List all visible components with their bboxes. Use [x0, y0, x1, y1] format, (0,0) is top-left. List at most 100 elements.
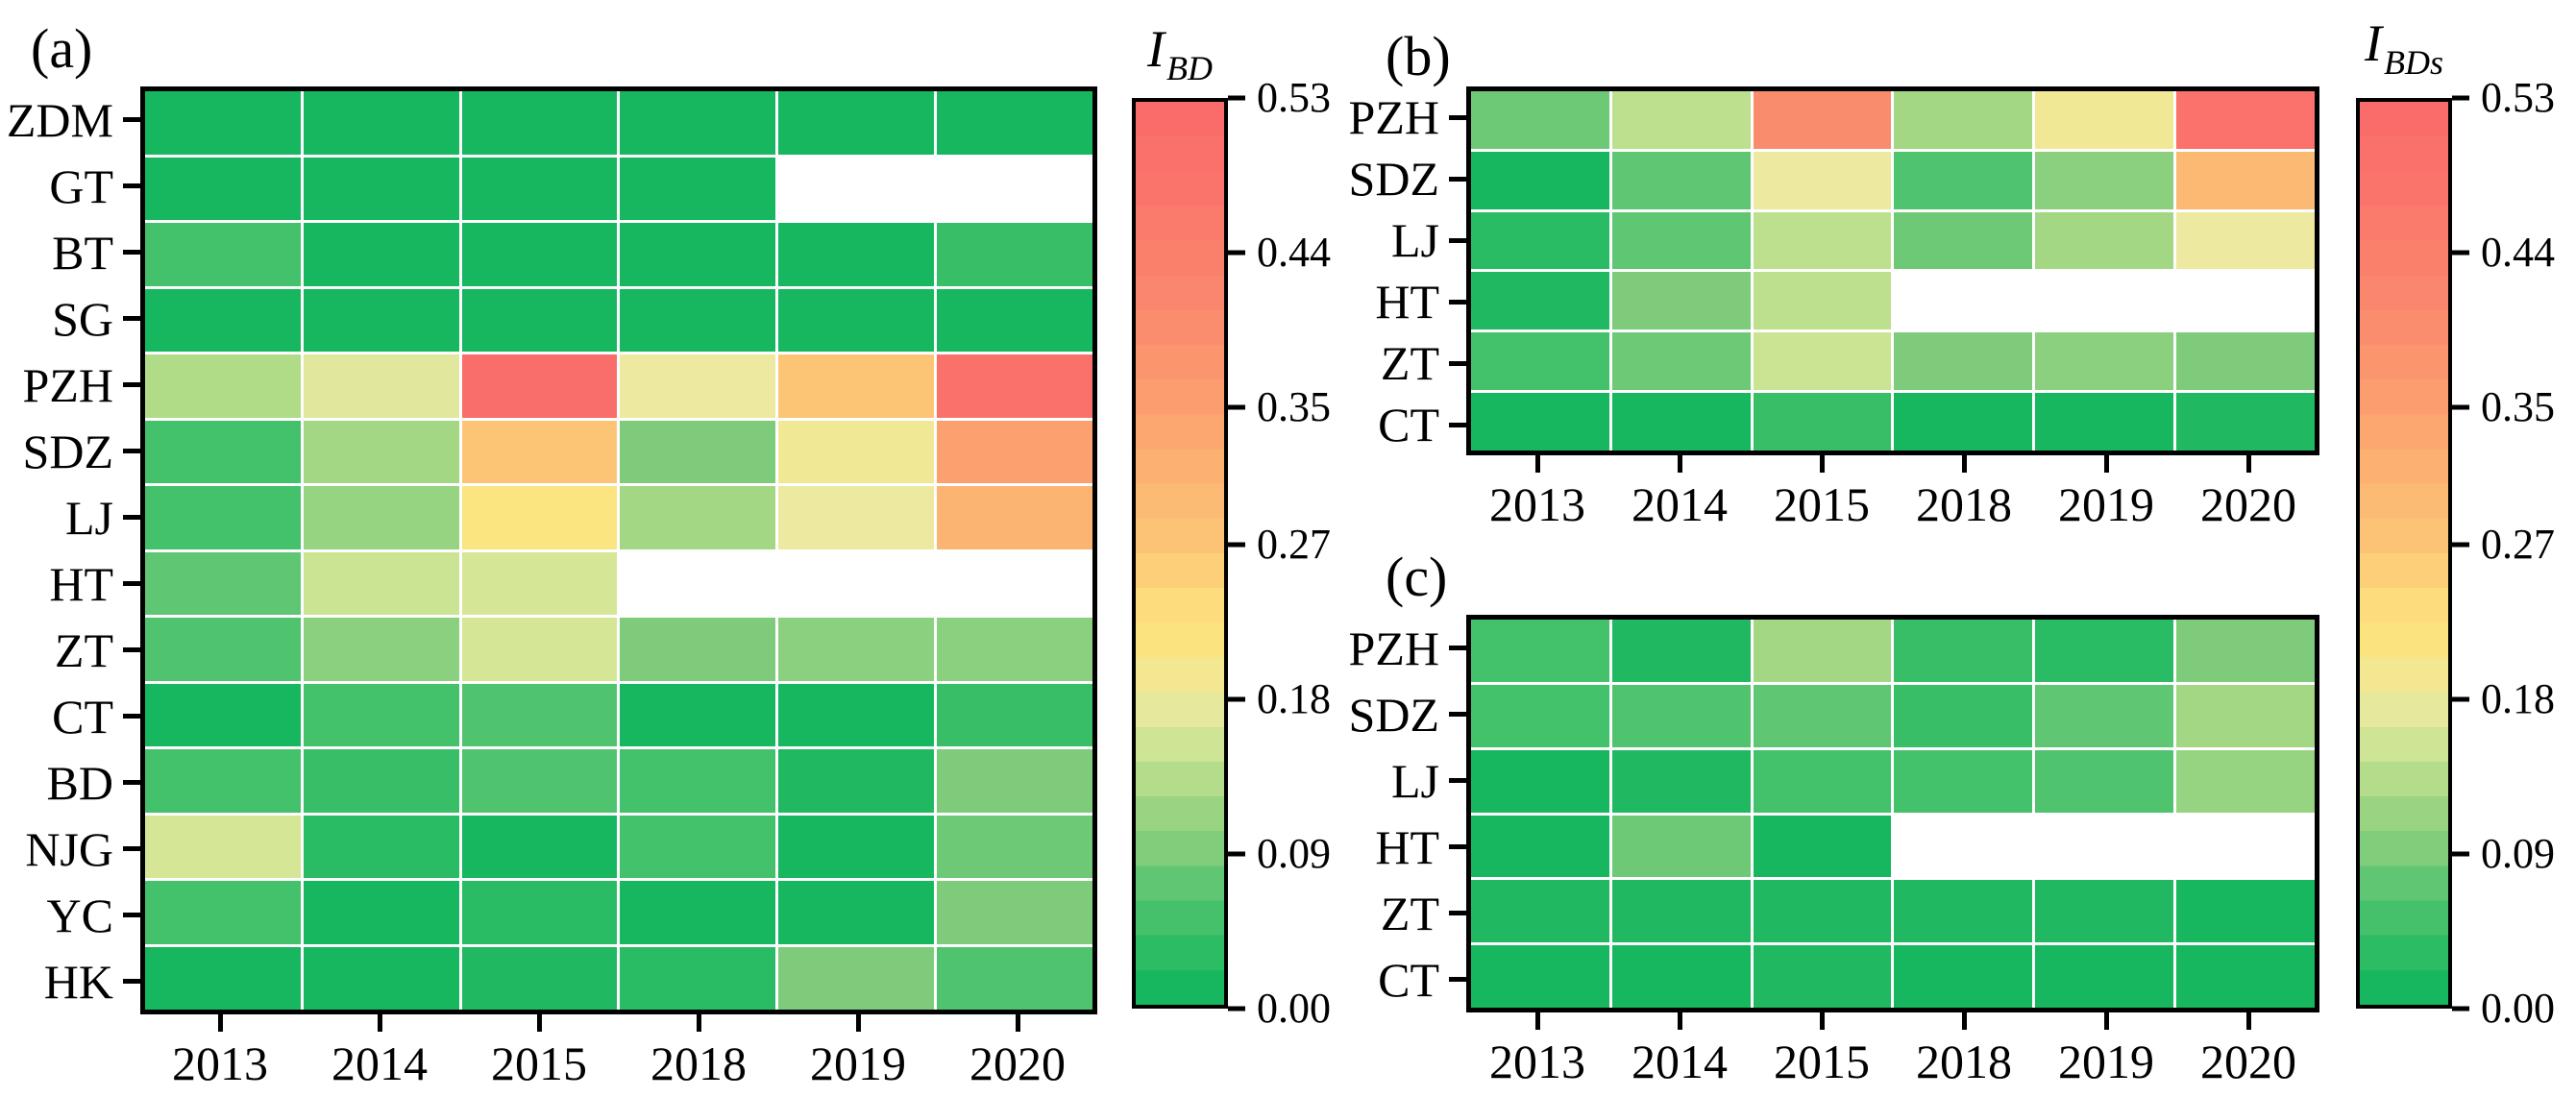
heatmap-cell: [778, 354, 935, 418]
y-axis-tick: [123, 316, 140, 321]
y-axis-tick: [1449, 844, 1466, 849]
year-label-2018: 2018: [619, 1014, 778, 1095]
heatmap-cell: [145, 749, 301, 813]
heatmap-cell: [303, 157, 459, 220]
heatmap-cell: [145, 881, 301, 944]
heatmap-cell: [1471, 272, 1609, 330]
heatmap-cell: [937, 946, 1092, 1010]
row-label-text: HT: [49, 556, 113, 611]
colorbar-tick: [2452, 542, 2469, 548]
y-axis-tick: [123, 449, 140, 453]
heatmap-cell: [145, 486, 301, 549]
heatmap-cell: [145, 354, 301, 418]
panel-c-label: (c): [1386, 546, 1448, 608]
heatmap-cell: [461, 354, 618, 418]
colorbar-tick-label: 0.35: [2481, 382, 2555, 430]
y-axis-tick: [123, 117, 140, 122]
colorbar-tick-label: 0.09: [2481, 830, 2555, 878]
heatmap-cell: [1471, 332, 1609, 391]
y-axis-tick: [1449, 778, 1466, 783]
colorbar-tick: [2452, 851, 2469, 857]
heatmap-cell: [1753, 880, 1892, 943]
heatmap-cell: [778, 749, 935, 813]
heatmap-cell: [2176, 749, 2315, 813]
heatmap-cell: [937, 815, 1092, 878]
heatmap-cell: [1894, 91, 2033, 149]
y-axis-tick: [1449, 712, 1466, 717]
heatmap-cell-missing: [2176, 815, 2315, 878]
colorbar-tick: [1228, 404, 1245, 410]
colorbar-tick: [1228, 542, 1245, 548]
heatmap-cell: [461, 618, 618, 681]
colorbar-ibd: 0.53 0.44 0.35 0.27 0.18 0.09 0.00: [1132, 77, 1331, 1030]
heatmap-cell: [1471, 211, 1609, 270]
heatmap-cell: [2035, 749, 2174, 813]
colorbar-tick: [1228, 1006, 1245, 1012]
heatmap-cell: [778, 288, 935, 352]
y-axis-tick: [1449, 911, 1466, 915]
heatmap-cell: [2176, 332, 2315, 391]
heatmap-cell: [1611, 945, 1751, 1008]
heatmap-cell: [620, 815, 776, 878]
heatmap-cell: [2176, 393, 2315, 451]
row-label-zdm: ZDM: [0, 86, 140, 153]
row-label-ht: HT: [1324, 271, 1466, 332]
heatmap-cell: [620, 288, 776, 352]
year-label-2014: 2014: [300, 1014, 459, 1095]
heatmap-cell: [1753, 815, 1892, 878]
heatmap-cell: [461, 683, 618, 746]
heatmap-cell: [1894, 945, 2033, 1008]
heatmap-cell: [461, 288, 618, 352]
x-axis-tick: [855, 1014, 861, 1032]
year-label-text: 2020: [2200, 1035, 2296, 1088]
heatmap-cell: [303, 91, 459, 155]
heatmap-cell-missing: [778, 551, 935, 615]
row-label-text: NJG: [25, 821, 113, 876]
heatmap-cell-missing: [1894, 272, 2033, 330]
heatmap-cell: [461, 815, 618, 878]
colorbar-tick: [1228, 696, 1245, 702]
heatmap-cell: [620, 354, 776, 418]
row-label-pzh: PZH: [1324, 615, 1466, 681]
y-axis-tick: [1449, 299, 1466, 305]
heatmap-cell: [461, 420, 618, 483]
row-label-zt: ZT: [0, 617, 140, 683]
heatmap-cell-missing: [620, 551, 776, 615]
heatmap-cell-missing: [2035, 815, 2174, 878]
heatmap-cell: [620, 683, 776, 746]
row-label-text: BT: [52, 225, 113, 280]
x-axis-tick: [1015, 1014, 1020, 1032]
heatmap-cell: [1611, 272, 1751, 330]
y-axis-tick: [1449, 646, 1466, 650]
row-label-yc: YC: [0, 882, 140, 948]
heatmap-cell: [778, 486, 935, 549]
colorbar-title-ibd: IBD: [1095, 23, 1264, 85]
heatmap-cell: [1753, 620, 1892, 682]
y-axis-tick: [123, 647, 140, 652]
row-label-bt: BT: [0, 219, 140, 285]
panel-b-label: (b): [1386, 25, 1451, 87]
heatmap-cell: [778, 223, 935, 286]
year-label-2014: 2014: [1608, 455, 1751, 536]
row-label-ht: HT: [1324, 814, 1466, 880]
heatmap-cell: [145, 223, 301, 286]
y-axis-tick: [123, 183, 140, 188]
row-label-bd: BD: [0, 749, 140, 816]
row-label-text: LJ: [1391, 753, 1439, 808]
heatmap-cell: [1471, 91, 1609, 149]
heatmap-cell: [1471, 880, 1609, 943]
heatmap-cell: [461, 749, 618, 813]
heatmap-cell-missing: [2176, 272, 2315, 330]
y-axis-tick: [1449, 237, 1466, 243]
y-axis-labels-c: PZH SDZ LJ HT ZT CT: [1324, 615, 1466, 1012]
heatmap-b: [1466, 86, 2319, 455]
heatmap-cell: [937, 881, 1092, 944]
row-label-text: LJ: [1391, 213, 1439, 267]
colorbar-tick-label: 0.27: [1257, 521, 1331, 569]
heatmap-cell: [1894, 332, 2033, 391]
heatmap-cell: [620, 881, 776, 944]
colorbar-gradient: [2356, 98, 2452, 1009]
row-label-text: SDZ: [22, 424, 113, 478]
row-label-gt: GT: [0, 153, 140, 219]
year-label-text: 2014: [331, 1036, 428, 1090]
